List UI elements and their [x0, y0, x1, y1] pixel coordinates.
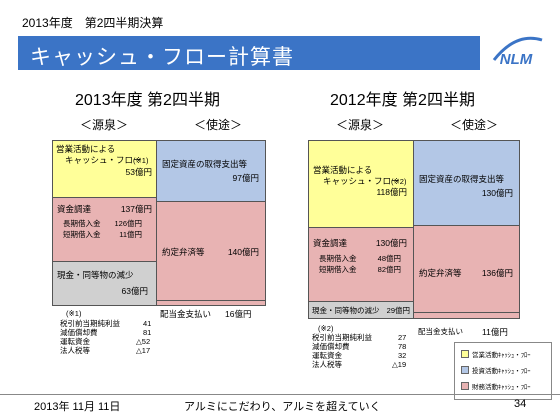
left-opcf-label1: 営業活動による — [56, 144, 116, 154]
left-operating-cf-box: 営業活動による キャッシュ・フロー (※1) 53億円 — [52, 140, 157, 198]
legend-item-investing: 投資活動ｷｬｯｼｭ・ﾌﾛｰ — [461, 365, 531, 375]
right-cashdec-label: 現金・同等物の減少 — [312, 306, 380, 315]
legend-swatch-operating — [461, 350, 469, 358]
left-fin-value: 137億円 — [120, 204, 152, 214]
right-opcf-note: (※2) — [391, 177, 407, 186]
legend-item-operating: 営業活動ｷｬｯｼｭ・ﾌﾛｰ — [461, 349, 531, 359]
left-fin-item1-label: 長期借入金 — [63, 219, 101, 228]
right-source-label: ＜源泉＞ — [336, 118, 385, 132]
left-repay-value: 140億円 — [227, 247, 259, 257]
left-repay-label: 約定弁済等 — [162, 247, 205, 257]
period-label: 2013年度 第2四半期決算 — [22, 16, 164, 30]
left-capex-box: 固定資産の取得支出等 97億円 — [156, 140, 266, 202]
left-fin-item1-value: 126億円 — [114, 219, 142, 228]
left-capex-value: 97億円 — [232, 173, 259, 183]
left-note1-label: 税引前当期純利益 — [60, 319, 120, 328]
right-note4-value: △19 — [392, 360, 407, 369]
left-opcf-note: (※1) — [133, 156, 149, 165]
right-capex-label: 固定資産の取得支出等 — [419, 174, 505, 184]
footer-divider — [0, 394, 560, 395]
right-note2-value: 78 — [398, 342, 407, 351]
left-cash-decrease-box: 現金・同等物の減少 63億円 — [52, 261, 157, 306]
left-repay-box: 約定弁済等 140億円 — [156, 201, 266, 301]
right-capex-value: 130億円 — [481, 188, 513, 198]
right-note2-label: 減価償却費 — [312, 342, 350, 351]
right-opcf-value: 118億円 — [376, 187, 407, 197]
left-fin-label: 資金調達 — [57, 204, 92, 214]
left-dividend-bar — [156, 300, 266, 306]
left-div-label: 配当金支払い — [160, 309, 212, 319]
page-number: 34 — [514, 398, 527, 410]
legend-item-financing: 財務活動ｷｬｯｼｭ・ﾌﾛｰ — [461, 381, 531, 391]
left-note2-label: 減価償却費 — [60, 328, 98, 337]
left-fin-item2-label: 短期借入金 — [63, 230, 101, 239]
right-cash-decrease-box: 現金・同等物の減少 29億円 — [308, 301, 414, 319]
legend-swatch-financing — [461, 382, 469, 390]
footer-slogan: アルミにこだわり、アルミを超えていく — [184, 401, 381, 413]
left-note4-label: 法人税等 — [60, 346, 90, 355]
left-cashdec-label: 現金・同等物の減少 — [57, 270, 134, 280]
right-fin-value: 130億円 — [375, 238, 407, 248]
right-note3-label: 運転資金 — [312, 351, 342, 360]
left-cashdec-value: 63億円 — [121, 286, 148, 296]
page-title: キャッシュ・フロー計算書 — [30, 46, 294, 69]
left-capex-label: 固定資産の取得支出等 — [162, 159, 248, 169]
left-use-label: ＜使途＞ — [194, 118, 243, 132]
left-note2-value: 81 — [143, 328, 152, 337]
right-capex-box: 固定資産の取得支出等 130億円 — [413, 140, 520, 226]
left-notes-mark: (※1) — [66, 309, 82, 318]
right-cashdec-value: 29億円 — [386, 306, 410, 315]
left-year-title: 2013年度 第2四半期 — [75, 92, 220, 109]
right-note1-value: 27 — [398, 333, 407, 342]
right-repay-value: 136億円 — [481, 268, 513, 278]
footer-date: 2013年 11月 11日 — [34, 401, 121, 413]
right-repay-label: 約定弁済等 — [419, 268, 462, 278]
right-fin-item2-label: 短期借入金 — [319, 265, 357, 274]
right-fin-label: 資金調達 — [313, 238, 348, 248]
logo-text: NLM — [500, 51, 533, 68]
right-note4-label: 法人税等 — [312, 360, 342, 369]
right-note1-label: 税引前当期純利益 — [312, 333, 372, 342]
right-repay-box: 約定弁済等 136億円 — [413, 225, 520, 313]
right-notes-mark: (※2) — [318, 324, 334, 333]
legend: 営業活動ｷｬｯｼｭ・ﾌﾛｰ 投資活動ｷｬｯｼｭ・ﾌﾛｰ 財務活動ｷｬｯｼｭ・ﾌﾛ… — [454, 342, 552, 400]
left-div-value: 16億円 — [225, 309, 252, 319]
right-fin-item1-value: 48億円 — [377, 254, 401, 263]
right-financing-box: 資金調達 130億円 長期借入金 48億円 短期借入金 82億円 — [308, 227, 414, 302]
left-note4-value: △17 — [136, 346, 151, 355]
right-use-label: ＜使途＞ — [450, 118, 499, 132]
right-div-value: 11億円 — [482, 327, 508, 337]
right-opcf-label1: 営業活動による — [313, 165, 373, 175]
left-opcf-label2: キャッシュ・フロー — [65, 155, 142, 165]
left-note3-label: 運転資金 — [60, 337, 90, 346]
left-fin-item2-value: 11億円 — [119, 230, 142, 239]
right-fin-item2-value: 82億円 — [377, 265, 401, 274]
title-bar — [18, 36, 480, 70]
left-opcf-value: 53億円 — [125, 167, 152, 177]
right-opcf-label2: キャッシュ・フロー — [323, 176, 400, 186]
left-note3-value: △52 — [136, 337, 151, 346]
right-dividend-bar — [413, 312, 520, 319]
right-note3-value: 32 — [398, 351, 407, 360]
right-fin-item1-label: 長期借入金 — [319, 254, 357, 263]
right-div-label: 配当金支払い — [418, 327, 463, 336]
left-financing-box: 資金調達 137億円 長期借入金 126億円 短期借入金 11億円 — [52, 197, 157, 262]
left-note1-value: 41 — [143, 319, 152, 328]
left-source-label: ＜源泉＞ — [80, 118, 129, 132]
right-year-title: 2012年度 第2四半期 — [330, 92, 475, 109]
right-operating-cf-box: 営業活動による キャッシュ・フロー (※2) 118億円 — [308, 140, 414, 228]
legend-swatch-investing — [461, 366, 469, 374]
company-logo: NLM — [492, 36, 543, 68]
